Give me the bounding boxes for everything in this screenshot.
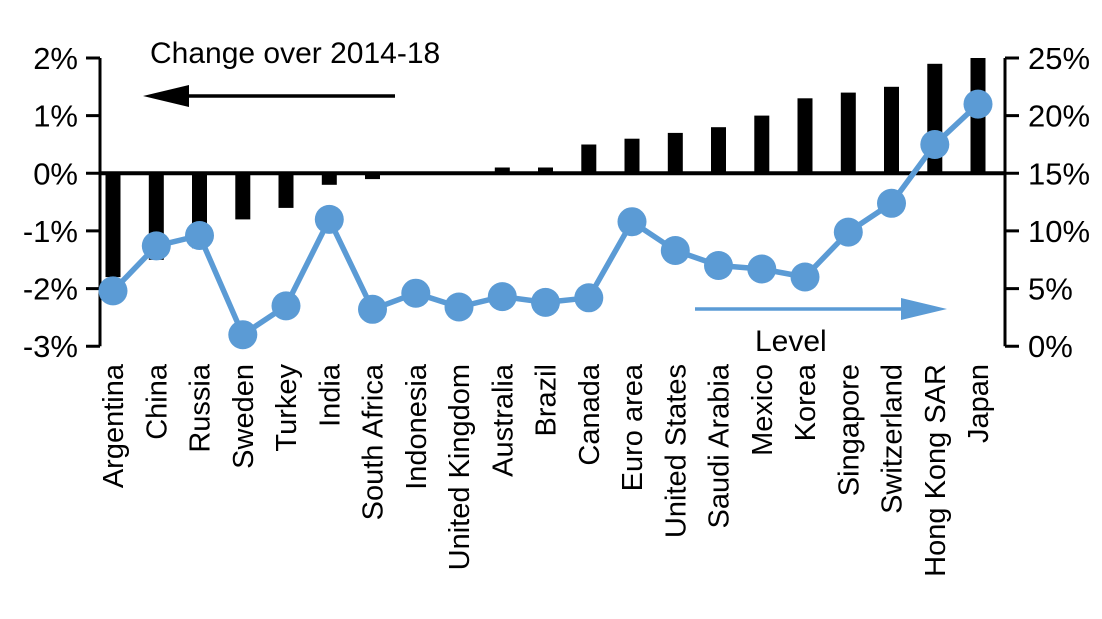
right-arrow-head-icon [901,298,947,320]
change-bar [278,173,294,208]
left-series-title: Change over 2014-18 [150,37,440,70]
category-label: Japan [963,364,995,443]
left-arrow-head-icon [143,85,189,107]
change-bar [840,92,856,174]
right-axis-tick-label: 10% [1028,214,1090,249]
change-bar [711,127,726,174]
category-label: Canada [574,363,606,465]
level-marker [358,294,387,324]
change-bar [538,167,553,174]
category-label: Singapore [833,364,865,496]
category-label: Hong Kong SAR [920,364,952,577]
change-bar [581,144,597,174]
left-axis-tick-label: 1% [33,99,78,134]
right-axis-tick-label: 0% [1028,329,1073,364]
left-axis-tick-label: -3% [23,329,78,364]
level-marker [401,278,431,308]
change-bar [754,115,770,174]
level-marker [531,287,560,317]
level-marker [963,89,993,119]
level-marker [660,236,690,265]
level-marker [747,254,777,284]
category-label: Saudi Arabia [704,363,736,528]
category-label: United Kingdom [444,364,476,570]
right-axis [1003,56,1019,348]
category-label: Korea [790,363,822,441]
right-axis-tick-label: 20% [1028,99,1090,134]
right-axis-tick-label: 5% [1028,272,1073,307]
category-label: Sweden [228,364,260,469]
level-marker [790,262,820,292]
level-marker [185,221,214,250]
level-marker [444,292,474,322]
level-marker [141,231,171,261]
category-label: South Africa [358,363,390,520]
level-marker [574,283,604,313]
category-label: Russia [185,363,217,453]
category-label: Brazil [531,364,563,437]
category-label: United States [660,364,692,538]
change-bar [624,138,640,174]
level-marker [271,291,301,321]
change-bar [235,173,251,220]
level-marker [704,251,733,280]
change-bar [884,86,899,174]
left-axis-tick-label: -2% [23,272,78,307]
category-label: Argentina [98,363,130,488]
right-series-title: Level [755,325,827,358]
level-marker [833,217,863,247]
left-axis-tick-label: 2% [33,41,78,76]
category-label: China [141,363,173,440]
level-marker [314,204,344,234]
change-bar [105,173,121,278]
category-label: Switzerland [877,364,909,514]
category-label: India [314,363,346,427]
left-axis-tick-label: -1% [23,214,78,249]
change-bar [494,167,510,174]
change-bar [797,98,813,174]
right-axis-tick-label: 15% [1028,156,1090,191]
change-bar [365,173,380,180]
level-marker [228,320,258,350]
level-marker [98,276,128,306]
level-marker [920,130,950,159]
level-marker [487,282,517,312]
level-marker [877,188,906,218]
category-label: Turkey [271,364,303,452]
left-axis [86,56,102,348]
category-label: Euro area [617,363,649,491]
category-label: Australia [487,363,519,477]
left-axis-tick-label: 0% [33,156,78,191]
change-bar [321,173,337,185]
level-marker [617,207,647,237]
category-label: Indonesia [401,363,433,490]
category-label: Mexico [747,364,779,456]
right-axis-tick-label: 25% [1028,41,1090,76]
change-bar [667,132,683,174]
